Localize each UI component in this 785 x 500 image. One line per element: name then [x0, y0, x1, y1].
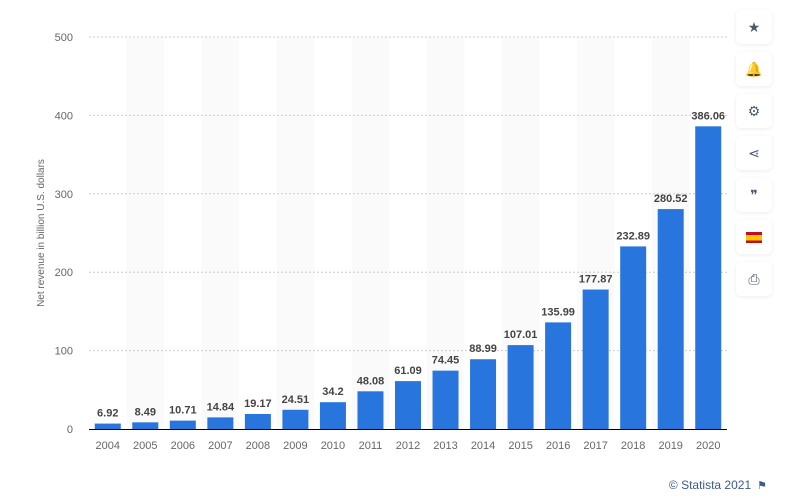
y-tick-label: 200 — [55, 267, 73, 279]
statista-credit[interactable]: © Statista 2021 — [668, 478, 752, 492]
column-band — [201, 37, 240, 429]
x-tick-label: 2010 — [321, 440, 345, 452]
data-label: 386.06 — [691, 110, 725, 122]
share-button[interactable]: ⋖ — [736, 136, 772, 170]
quote-icon: ❞ — [750, 186, 758, 203]
footer: © Statista 2021 ⚑ — [669, 478, 767, 492]
bell-icon: 🔔 — [745, 60, 763, 77]
print-icon: ⎙ — [748, 270, 760, 287]
bar — [695, 126, 722, 430]
bar — [132, 422, 159, 429]
data-label: 34.2 — [322, 386, 343, 398]
bar-chart: 0 100 200 300 400 500 Net revenue in billion U… — [36, 32, 727, 452]
bar — [395, 381, 421, 429]
bar — [169, 420, 196, 429]
data-label: 14.84 — [207, 401, 235, 413]
gear-button[interactable]: ⚙ — [736, 94, 772, 128]
bar — [282, 409, 309, 429]
print-button[interactable]: ⎙ — [736, 262, 772, 296]
data-label: 24.51 — [282, 394, 310, 406]
x-tick-label: 2006 — [171, 440, 195, 452]
column-band — [276, 37, 315, 429]
gear-icon: ⚙ — [747, 102, 761, 119]
data-label: 107.01 — [504, 329, 538, 341]
x-tick-label: 2012 — [396, 440, 420, 452]
x-tick-label: 2020 — [696, 440, 720, 452]
bar — [94, 423, 121, 429]
y-tick-label: 300 — [55, 189, 73, 201]
column-band — [351, 37, 390, 429]
data-label: 8.49 — [135, 406, 156, 418]
data-label: 10.71 — [169, 405, 197, 417]
bell-button[interactable]: 🔔 — [736, 52, 772, 86]
bar — [432, 370, 459, 429]
data-label: 48.08 — [357, 375, 385, 387]
x-tick-label: 2015 — [508, 440, 532, 452]
data-label: 88.99 — [469, 343, 497, 355]
column-band — [426, 37, 465, 429]
share-icon: ⋖ — [748, 144, 760, 161]
data-label: 61.09 — [394, 365, 422, 377]
x-tick-label: 2018 — [621, 440, 645, 452]
data-label: 135.99 — [541, 306, 575, 318]
data-label: 6.92 — [97, 408, 118, 420]
x-tick-label: 2013 — [433, 440, 457, 452]
flag-spain-button[interactable] — [736, 220, 772, 254]
y-tick-label: 400 — [55, 110, 73, 122]
y-tick-label: 500 — [55, 32, 73, 44]
bar — [319, 402, 346, 429]
sidebar-toolbar: ★ 🔔 ⚙ ⋖ ❞ ⎙ — [736, 10, 772, 296]
x-tick-label: 2017 — [583, 440, 607, 452]
data-label: 177.87 — [579, 274, 613, 286]
bar — [470, 359, 497, 429]
x-tick-label: 2008 — [246, 440, 270, 452]
data-label: 280.52 — [654, 193, 688, 205]
x-tick-label: 2019 — [658, 440, 682, 452]
x-tick-label: 2009 — [283, 440, 307, 452]
star-button[interactable]: ★ — [736, 10, 772, 44]
data-label: 74.45 — [432, 355, 460, 367]
bar — [357, 391, 384, 429]
bar — [207, 417, 234, 429]
y-tick-label: 0 — [67, 424, 73, 436]
x-tick-label: 2016 — [546, 440, 570, 452]
x-tick-label: 2004 — [96, 440, 120, 452]
x-tick-label: 2011 — [359, 440, 383, 452]
data-label: 19.17 — [244, 398, 272, 410]
x-tick-label: 2005 — [133, 440, 157, 452]
x-tick-label: 2014 — [471, 440, 495, 452]
flag-spain-icon — [746, 231, 762, 243]
star-icon: ★ — [747, 18, 761, 35]
bar — [507, 345, 534, 429]
quote-button[interactable]: ❞ — [736, 178, 772, 212]
data-label: 232.89 — [616, 230, 650, 242]
bar — [582, 289, 609, 429]
y-axis-label: Net revenue in billion U.S. dollars — [36, 159, 47, 307]
bar — [244, 413, 271, 429]
bar — [657, 209, 684, 429]
bar — [545, 322, 572, 429]
flag-icon: ⚑ — [757, 479, 767, 492]
bar — [620, 246, 647, 429]
x-tick-label: 2007 — [208, 440, 232, 452]
column-band — [126, 37, 165, 429]
y-tick-label: 100 — [55, 346, 73, 358]
